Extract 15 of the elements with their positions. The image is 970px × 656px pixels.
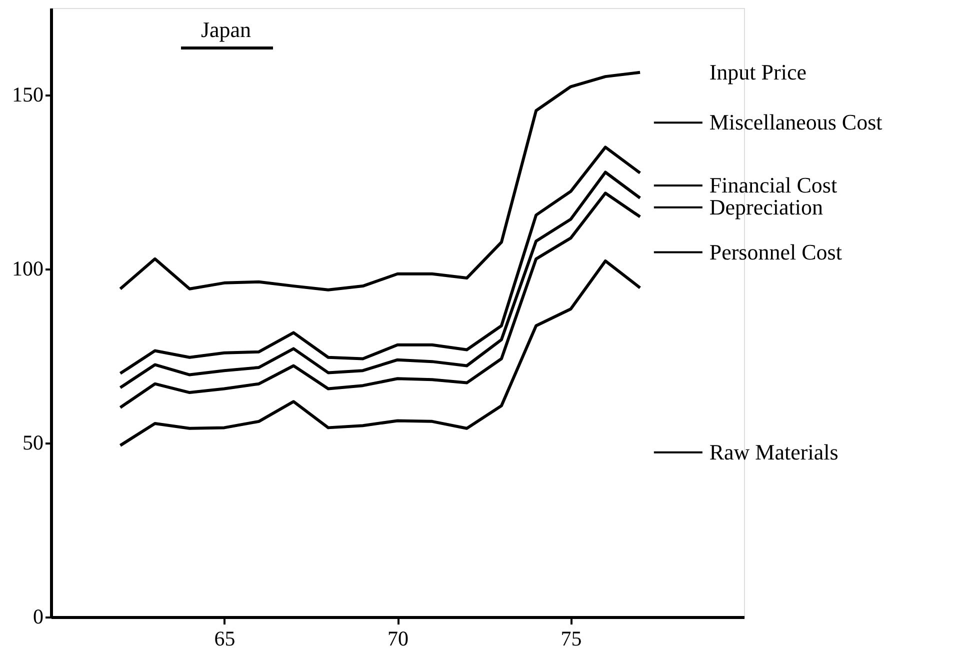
- y-tick-label: 0: [33, 604, 44, 628]
- x-tick-label: 65: [214, 626, 236, 650]
- annotation: Personnel Cost: [709, 239, 842, 264]
- y-tick-label: 50: [22, 430, 44, 454]
- y-tick-label: 100: [12, 256, 44, 280]
- annotation: Miscellaneous Cost: [709, 110, 882, 135]
- y-tick-label: 150: [12, 82, 44, 106]
- line-series: [118, 192, 642, 410]
- x-tick-label: 70: [388, 626, 408, 650]
- line-series: [118, 70, 642, 292]
- text: Input Price: [709, 59, 807, 84]
- x-tick-label: 75: [560, 626, 582, 650]
- line-series: [118, 259, 642, 447]
- chart-title: Japan: [200, 17, 252, 42]
- annotation: Raw Materials: [709, 439, 838, 464]
